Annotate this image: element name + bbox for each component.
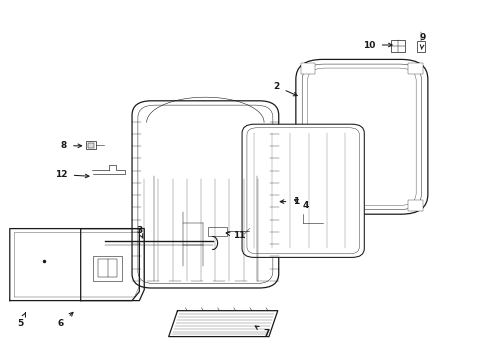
Bar xyxy=(300,63,315,74)
Bar xyxy=(87,143,94,148)
Text: 12: 12 xyxy=(55,170,89,179)
Bar xyxy=(407,63,422,74)
Bar xyxy=(407,200,422,211)
FancyBboxPatch shape xyxy=(132,101,278,288)
Text: 6: 6 xyxy=(58,312,73,328)
Text: 4: 4 xyxy=(294,200,308,210)
Text: 5: 5 xyxy=(18,313,25,328)
FancyBboxPatch shape xyxy=(307,68,415,206)
Text: 2: 2 xyxy=(273,82,297,96)
Text: 10: 10 xyxy=(362,40,391,49)
Text: 8: 8 xyxy=(61,141,81,150)
Bar xyxy=(98,259,117,277)
Text: 7: 7 xyxy=(255,326,269,338)
Bar xyxy=(85,141,96,149)
Bar xyxy=(207,227,227,236)
Text: 3: 3 xyxy=(136,226,142,238)
FancyBboxPatch shape xyxy=(242,124,364,257)
Text: 1: 1 xyxy=(280,197,298,206)
Bar xyxy=(390,40,404,52)
Text: 11: 11 xyxy=(225,231,245,240)
FancyBboxPatch shape xyxy=(295,59,427,214)
Bar xyxy=(416,41,425,52)
FancyBboxPatch shape xyxy=(302,64,421,210)
Text: 9: 9 xyxy=(419,33,426,49)
FancyBboxPatch shape xyxy=(138,105,272,284)
Bar xyxy=(300,200,315,211)
Bar xyxy=(93,256,122,281)
FancyBboxPatch shape xyxy=(246,128,359,254)
